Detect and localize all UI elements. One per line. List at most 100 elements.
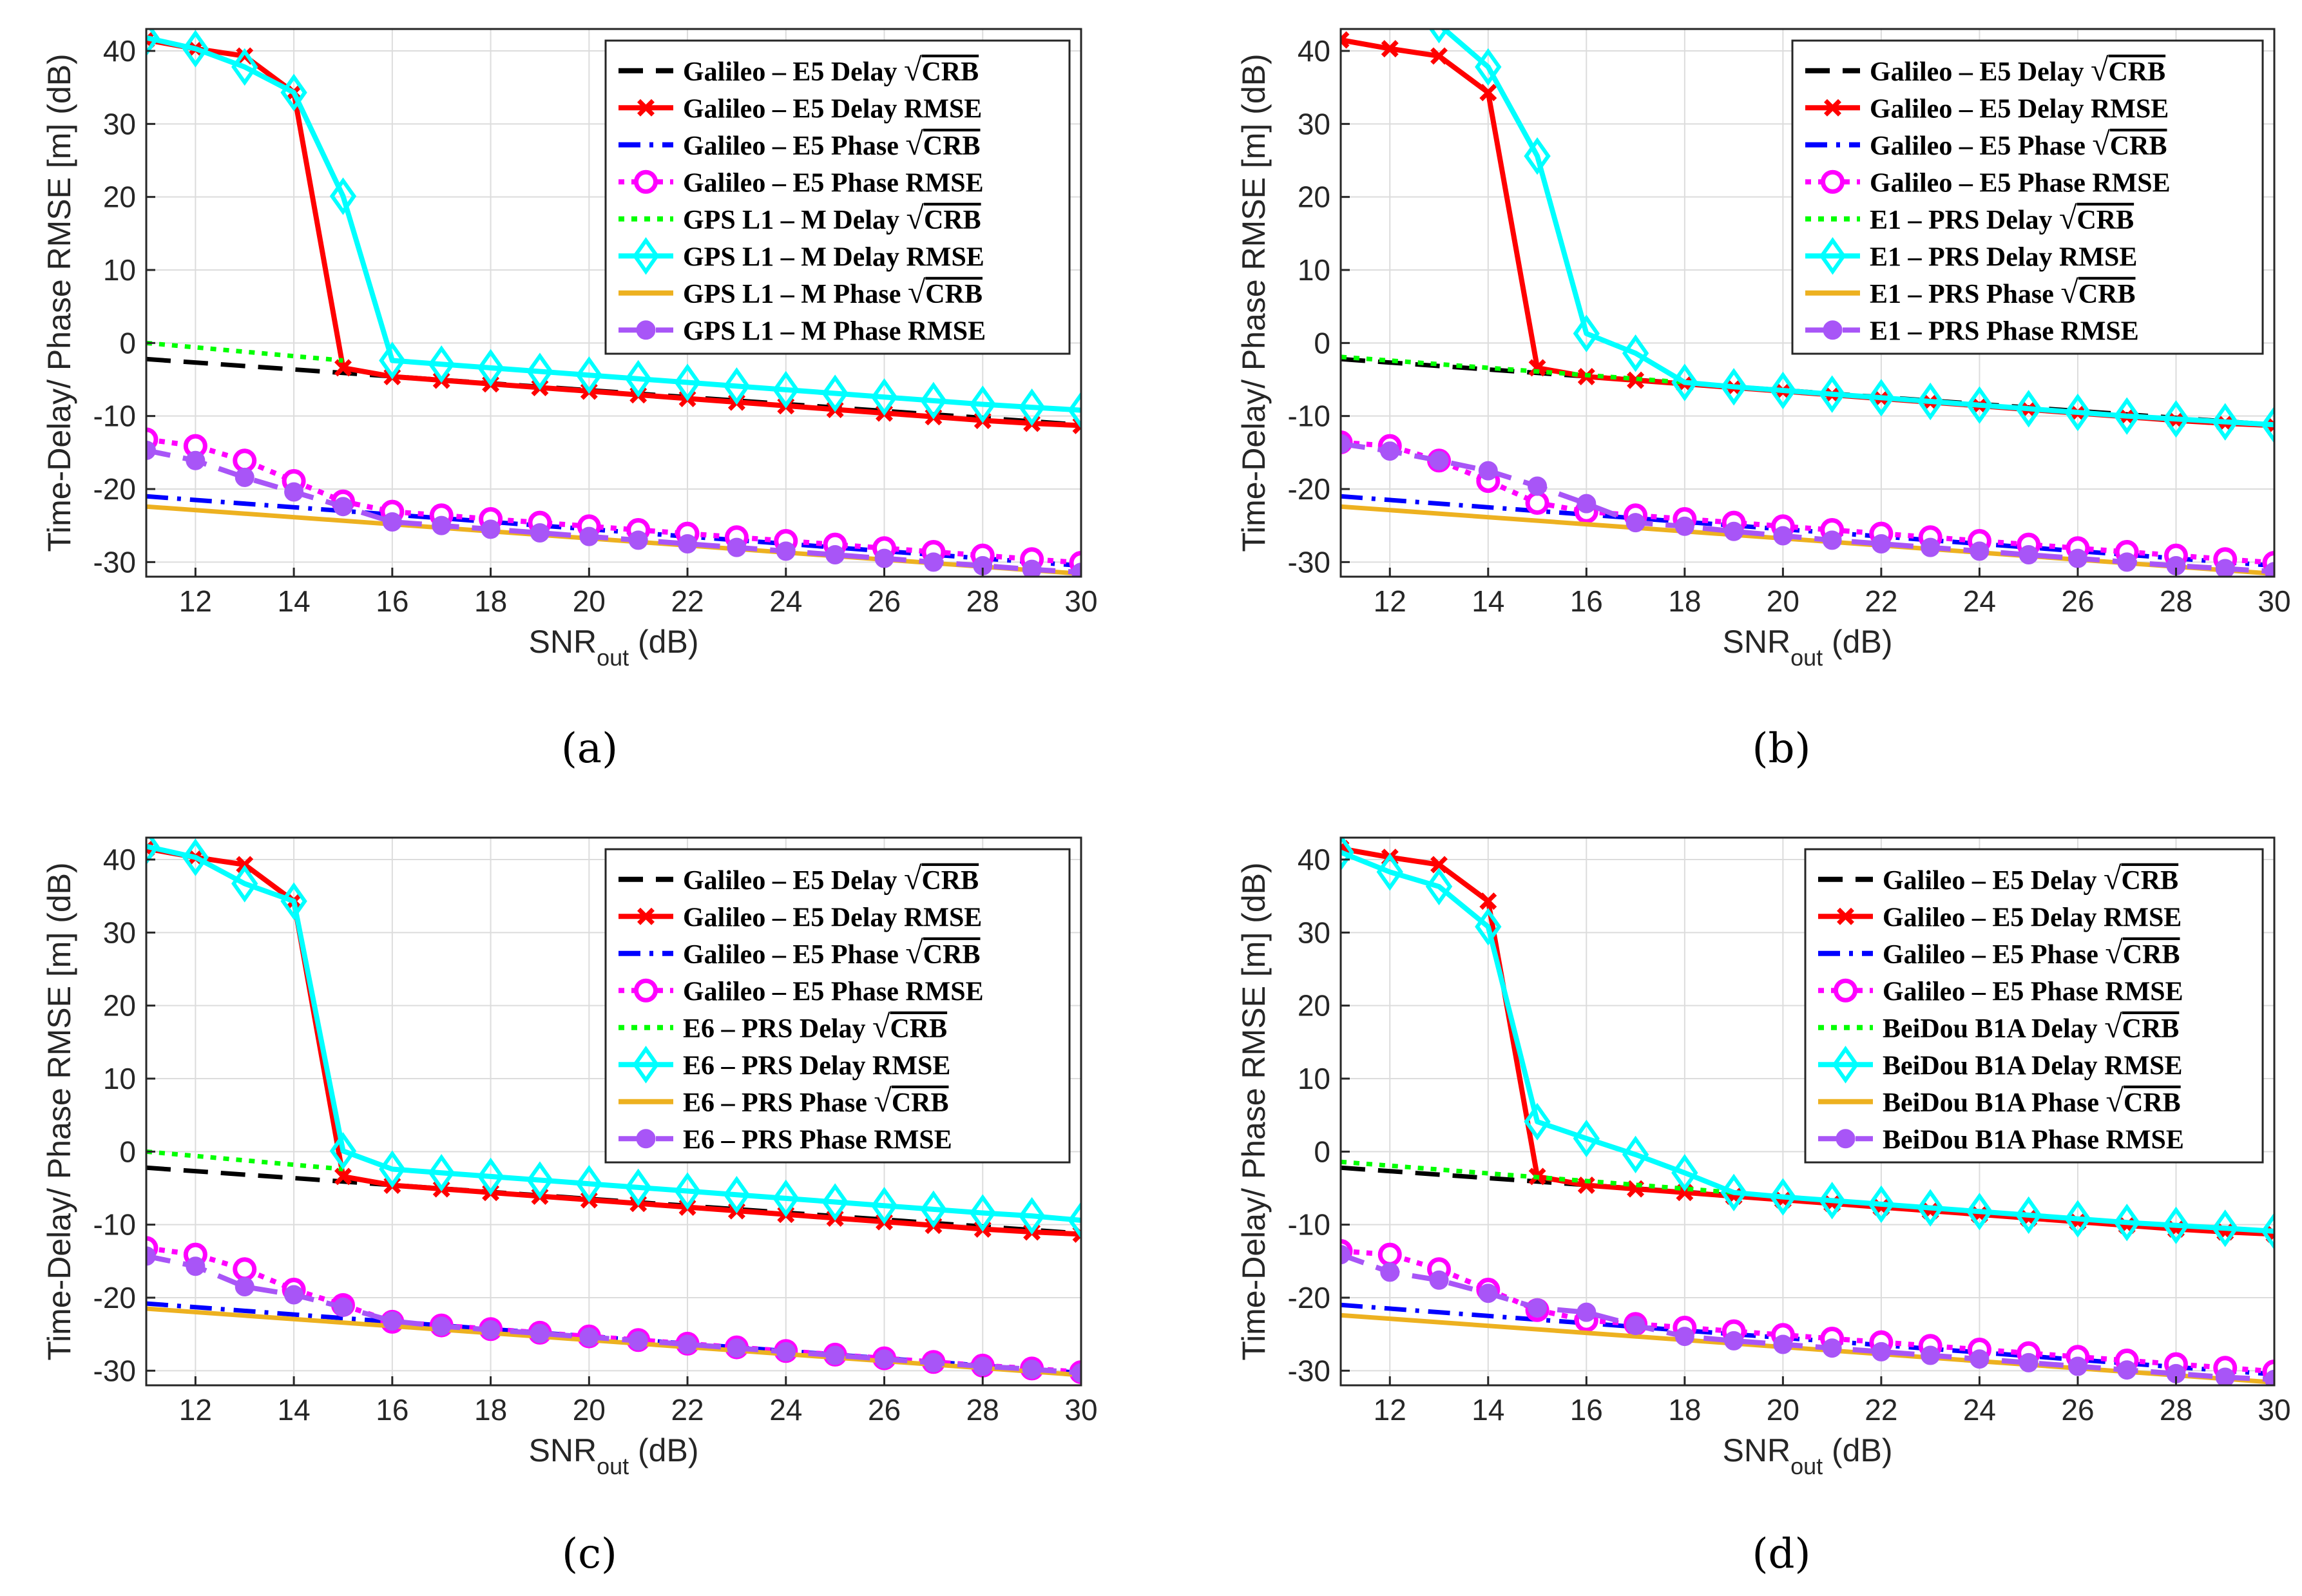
panel-d-series-5-point-5 bbox=[1573, 1119, 1600, 1158]
panel-a-series-5-point-9 bbox=[575, 356, 602, 394]
panel-b-series-5-point-7 bbox=[1769, 371, 1797, 410]
panel-d-series-7-point-5 bbox=[1577, 1302, 1597, 1322]
panel-a-series-7-point-4 bbox=[333, 497, 353, 517]
panel-c-series-5-point-16 bbox=[920, 1190, 947, 1229]
panel-d-axes-box bbox=[1339, 836, 2276, 1387]
panel-d-ytick-label-30: 30 bbox=[1298, 916, 1330, 949]
panel-c-ytick-label-10: 10 bbox=[103, 1062, 136, 1095]
panel-b-series-5-point-15 bbox=[2162, 400, 2190, 438]
panel-d-ytick-label--20: -20 bbox=[1288, 1281, 1330, 1314]
panel-c-ytick-label--30: -30 bbox=[93, 1354, 136, 1387]
panel-d-xtick-label-26: 26 bbox=[2061, 1393, 2094, 1427]
panel-d-xtick-label-30: 30 bbox=[2258, 1393, 2290, 1427]
panel-d-series-5-point-19 bbox=[2261, 1212, 2274, 1251]
panel-b-series-7-point-11 bbox=[1871, 534, 1891, 553]
panel-b-xtick-label-16: 16 bbox=[1570, 584, 1603, 618]
panel-b-xtick-label-30: 30 bbox=[2258, 584, 2290, 618]
panel-b-series-5-point-14 bbox=[2113, 397, 2140, 435]
panel-d-xlabel: SNRout (dB) bbox=[1723, 1432, 1893, 1479]
panel-c-series-7-point-1 bbox=[186, 1256, 206, 1276]
panel-c-xtick-label-26: 26 bbox=[868, 1393, 901, 1427]
panel-a-axes-box bbox=[145, 28, 1082, 578]
panel-b-series-7-point-16 bbox=[2117, 552, 2137, 572]
panel-a-series-7-point-19 bbox=[1071, 562, 1081, 577]
panel-b-series-7-point-7 bbox=[1674, 516, 1694, 536]
panel-b-series-7-point-15 bbox=[2067, 548, 2087, 568]
panel-c-series-7-point-12 bbox=[727, 1338, 747, 1358]
panel-a-series-5-point-0 bbox=[146, 29, 160, 57]
panel-b-ytick-label-20: 20 bbox=[1298, 180, 1330, 214]
panel-d-series-7-point-11 bbox=[1871, 1341, 1891, 1361]
panel-a-series-7-point-16 bbox=[923, 552, 943, 572]
panel-c-series-7-point-8 bbox=[530, 1323, 550, 1343]
panel-d-xtick-label-16: 16 bbox=[1570, 1393, 1603, 1427]
panel-b-legend-label-4: E1 – PRS Delay √CRB bbox=[1870, 200, 2134, 236]
panel-b-series-5-point-10 bbox=[1917, 382, 1944, 421]
panel-a-legend-label-7: GPS L1 – M Phase RMSE bbox=[683, 316, 986, 346]
panel-b-series-7-point-14 bbox=[2019, 545, 2038, 564]
panel-b-series-1-point-1 bbox=[1381, 40, 1399, 58]
panel-b-ytick-label-40: 40 bbox=[1298, 34, 1330, 68]
panel-d-xtick-label-18: 18 bbox=[1668, 1393, 1701, 1427]
panel-a-ytick-label-20: 20 bbox=[103, 180, 136, 214]
panel-c-xtick-label-22: 22 bbox=[671, 1393, 704, 1427]
caption-c: (c) bbox=[562, 1530, 617, 1578]
panel-d-ytick-label-10: 10 bbox=[1298, 1062, 1330, 1095]
panel-c-series-5-point-7 bbox=[477, 1157, 504, 1196]
panel-d-legend-label-4: BeiDou B1A Delay √CRB bbox=[1883, 1008, 2179, 1044]
panel-a-series-7-point-14 bbox=[825, 545, 845, 564]
panel-c-series-7-point-18 bbox=[1022, 1360, 1042, 1380]
panel-b-series-1-point-2 bbox=[1430, 47, 1448, 65]
panel-c-legend-label-7: E6 – PRS Phase RMSE bbox=[683, 1125, 952, 1155]
panel-d-legend-label-2: Galileo – E5 Phase √CRB bbox=[1883, 934, 2180, 970]
panel-d-series-5-point-17 bbox=[2162, 1206, 2190, 1244]
panel-d-xtick-label-12: 12 bbox=[1374, 1393, 1406, 1427]
panel-d-series-7-point-12 bbox=[1921, 1345, 1941, 1365]
panel-c-series-1-point-4 bbox=[334, 1168, 352, 1186]
panel-d-series-1-point-5 bbox=[1577, 1176, 1595, 1194]
panel-c-legend-label-4: E6 – PRS Delay √CRB bbox=[683, 1008, 947, 1044]
panel-b-legend-label-0: Galileo – E5 Delay √CRB bbox=[1870, 52, 2165, 88]
panel-b-series-5-point-16 bbox=[2212, 403, 2239, 441]
panel-a-xtick-label-22: 22 bbox=[671, 584, 704, 618]
panel-a-series-5-point-3 bbox=[280, 73, 307, 111]
panel-d-series-7-point-13 bbox=[1970, 1349, 1990, 1369]
panel-b-ytick-label-10: 10 bbox=[1298, 253, 1330, 287]
panel-d-ytick-label--30: -30 bbox=[1288, 1354, 1330, 1387]
panel-d-legend bbox=[1804, 848, 2264, 1164]
panel-c-series-5-point-19 bbox=[1068, 1201, 1081, 1240]
panel-a-ytick-label--30: -30 bbox=[93, 545, 136, 579]
panel-a-legend-marker-7 bbox=[636, 320, 656, 340]
panel-a-ylabel: Time-Delay/ Phase RMSE [m] (dB) bbox=[41, 53, 77, 552]
panel-c-xtick-label-16: 16 bbox=[376, 1393, 408, 1427]
panel-a-series-7-point-13 bbox=[776, 541, 796, 561]
panel-a-series-7-point-8 bbox=[530, 523, 550, 543]
panel-d-series-7-point-7 bbox=[1674, 1327, 1694, 1347]
panel-c-series-5-point-14 bbox=[821, 1183, 849, 1221]
panel-d-series-5-point-13 bbox=[1966, 1193, 1993, 1231]
panel-c-series-5-point-0 bbox=[146, 838, 160, 865]
panel-b-series-5-point-5 bbox=[1671, 363, 1698, 401]
panel-a-series-5-point-19 bbox=[1068, 391, 1081, 429]
panel-b-series-5-point-4 bbox=[1622, 334, 1649, 372]
panel-c-series-7-point-15 bbox=[874, 1349, 894, 1369]
panel-d-series-5-point-2 bbox=[1425, 867, 1453, 906]
panel-b-xtick-label-22: 22 bbox=[1865, 584, 1897, 618]
panel-a-series-5-point-13 bbox=[772, 370, 800, 409]
panel-a-legend-marker-5 bbox=[632, 237, 660, 275]
panel-a-xtick-label-18: 18 bbox=[474, 584, 507, 618]
panel-c-series-7-point-3 bbox=[284, 1285, 304, 1305]
panel-d-series-5-point-4 bbox=[1524, 1102, 1551, 1141]
panel-d-series-5-point-14 bbox=[2015, 1196, 2042, 1235]
panel-b-legend-marker-7 bbox=[1823, 320, 1843, 340]
panel-c-series-7-point-4 bbox=[333, 1297, 353, 1317]
panel-c-xtick-label-30: 30 bbox=[1064, 1393, 1097, 1427]
panel-b-series-7-point-5 bbox=[1577, 494, 1597, 514]
panel-d-legend-label-6: BeiDou B1A Phase √CRB bbox=[1883, 1082, 2181, 1119]
panel-c-series-3-line bbox=[146, 1245, 1081, 1375]
panel-d-series-group bbox=[1341, 838, 2274, 1385]
panel-b-series-5-point-9 bbox=[1868, 379, 1895, 417]
panel-d-legend-marker-3 bbox=[1834, 978, 1857, 1003]
